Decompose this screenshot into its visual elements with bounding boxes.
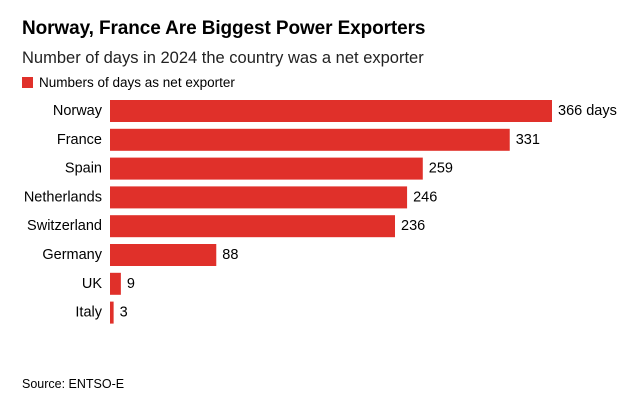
category-label-france: France bbox=[57, 132, 102, 148]
value-label-germany: 88 bbox=[222, 247, 238, 263]
category-label-netherlands: Netherlands bbox=[24, 189, 102, 205]
value-label-norway: 366 days bbox=[558, 103, 617, 119]
bar-italy bbox=[110, 301, 114, 324]
legend-label: Numbers of days as net exporter bbox=[39, 75, 235, 90]
category-label-spain: Spain bbox=[65, 161, 102, 177]
category-label-germany: Germany bbox=[42, 247, 102, 263]
bar-netherlands bbox=[110, 186, 408, 209]
value-label-netherlands: 246 bbox=[413, 189, 437, 205]
bar-spain bbox=[110, 157, 423, 180]
category-label-italy: Italy bbox=[75, 305, 102, 321]
category-label-uk: UK bbox=[82, 276, 102, 292]
value-label-switzerland: 236 bbox=[401, 218, 425, 234]
source-note: Source: ENTSO-E bbox=[22, 377, 125, 391]
bar-norway bbox=[110, 100, 552, 122]
value-label-italy: 3 bbox=[120, 305, 128, 321]
legend-swatch bbox=[22, 77, 33, 88]
value-label-uk: 9 bbox=[127, 276, 135, 292]
value-label-france: 331 bbox=[516, 132, 540, 148]
value-label-spain: 259 bbox=[429, 161, 453, 177]
bar-uk bbox=[110, 272, 121, 295]
bar-switzerland bbox=[110, 215, 396, 238]
bar-germany bbox=[110, 244, 217, 266]
chart-title: Norway, France Are Biggest Power Exporte… bbox=[22, 18, 426, 39]
category-label-switzerland: Switzerland bbox=[27, 218, 102, 234]
category-label-norway: Norway bbox=[53, 103, 103, 119]
legend: Numbers of days as net exporter bbox=[22, 75, 235, 90]
bar-france bbox=[110, 128, 510, 151]
chart-subtitle: Number of days in 2024 the country was a… bbox=[22, 49, 424, 67]
